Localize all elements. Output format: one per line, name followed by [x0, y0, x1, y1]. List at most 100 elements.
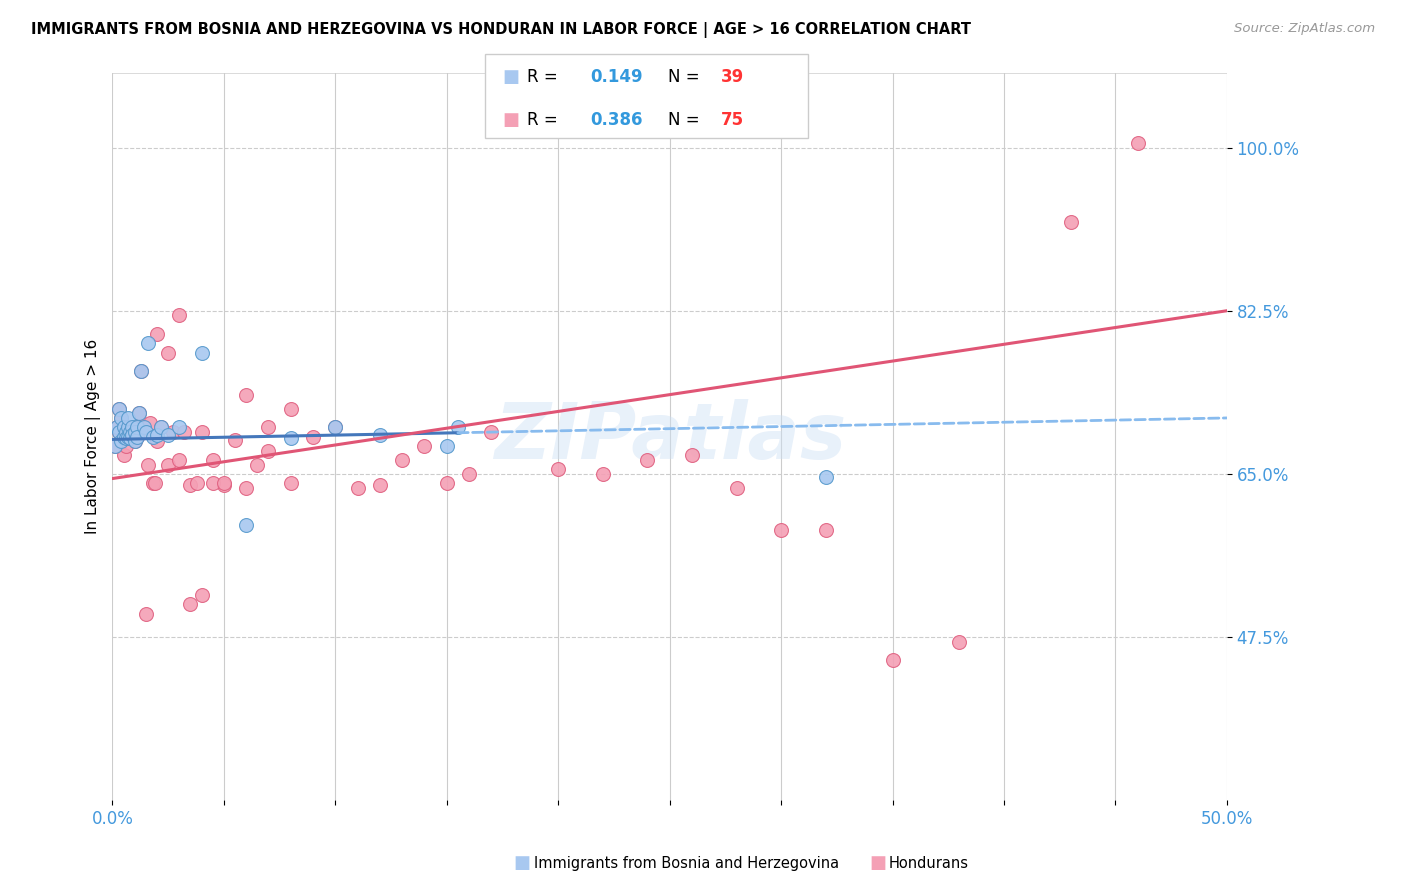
Point: [257, 420, 280, 434]
Text: Source: ZipAtlas.com: Source: ZipAtlas.com: [1234, 22, 1375, 36]
Point: [201, 476, 224, 491]
Point: [110, 411, 132, 425]
Point: [302, 429, 325, 443]
Point: [179, 598, 201, 612]
Point: [131, 364, 153, 378]
Text: R =: R =: [527, 69, 564, 87]
Point: [117, 420, 139, 434]
Point: [132, 420, 155, 434]
Text: 39: 39: [721, 69, 745, 87]
Point: [346, 481, 368, 495]
Point: [108, 401, 131, 416]
Point: [150, 420, 173, 434]
Point: [186, 476, 208, 491]
Point: [157, 458, 180, 472]
Text: Immigrants from Bosnia and Herzegovina: Immigrants from Bosnia and Herzegovina: [534, 856, 839, 871]
Point: [201, 453, 224, 467]
Point: [391, 453, 413, 467]
Point: [135, 607, 157, 621]
Point: [108, 425, 131, 439]
Point: [124, 425, 146, 439]
Point: [246, 458, 269, 472]
Point: [112, 448, 135, 462]
Point: [368, 427, 391, 442]
Point: [413, 439, 436, 453]
Point: [117, 420, 139, 434]
Point: [547, 462, 569, 476]
Point: [212, 476, 235, 491]
Point: [135, 425, 157, 439]
Point: [120, 425, 142, 439]
Point: [125, 420, 148, 434]
Point: [120, 425, 142, 439]
Point: [814, 523, 837, 537]
Point: [128, 406, 150, 420]
Text: IMMIGRANTS FROM BOSNIA AND HERZEGOVINA VS HONDURAN IN LABOR FORCE | AGE > 16 COR: IMMIGRANTS FROM BOSNIA AND HERZEGOVINA V…: [31, 22, 972, 38]
Point: [1060, 215, 1083, 229]
Point: [280, 476, 302, 491]
Point: [114, 439, 136, 453]
Text: 0.149: 0.149: [591, 69, 643, 87]
Point: [139, 416, 162, 430]
Point: [125, 429, 148, 443]
Point: [725, 481, 748, 495]
Point: [190, 425, 212, 439]
Point: [110, 411, 132, 425]
Point: [114, 432, 136, 446]
Point: [121, 420, 143, 434]
Point: [114, 425, 136, 439]
Text: 75: 75: [721, 111, 744, 128]
Point: [458, 467, 481, 481]
Point: [157, 427, 180, 442]
Point: [117, 429, 139, 443]
Point: [125, 420, 148, 434]
Point: [169, 453, 191, 467]
Point: [436, 439, 458, 453]
Text: ■: ■: [513, 855, 530, 872]
Point: [280, 401, 302, 416]
Point: [135, 425, 157, 439]
Point: [112, 420, 135, 434]
Point: [770, 523, 793, 537]
Point: [108, 401, 131, 416]
Point: [1126, 136, 1149, 150]
Point: [105, 420, 128, 434]
Point: [323, 420, 346, 434]
Text: ZIPatlas: ZIPatlas: [494, 399, 846, 475]
Point: [592, 467, 614, 481]
Point: [117, 411, 139, 425]
Text: N =: N =: [668, 111, 704, 128]
Point: [146, 326, 169, 341]
Point: [117, 429, 139, 443]
Point: [105, 420, 128, 434]
Point: [173, 425, 195, 439]
Point: [280, 432, 302, 446]
Point: [125, 429, 148, 443]
Point: [132, 420, 155, 434]
Point: [112, 429, 135, 443]
Text: ■: ■: [502, 69, 519, 87]
Point: [146, 434, 169, 449]
Point: [814, 469, 837, 483]
Y-axis label: In Labor Force | Age > 16: In Labor Force | Age > 16: [86, 339, 101, 534]
Point: [110, 434, 132, 449]
Point: [235, 518, 257, 533]
Text: Hondurans: Hondurans: [889, 856, 969, 871]
Point: [224, 434, 246, 448]
Text: N =: N =: [668, 69, 704, 87]
Point: [128, 406, 150, 420]
Point: [368, 478, 391, 492]
Point: [104, 439, 127, 453]
Point: [636, 453, 658, 467]
Point: [169, 309, 191, 323]
Point: [121, 420, 143, 434]
Text: R =: R =: [527, 111, 564, 128]
Point: [136, 458, 159, 472]
Point: [190, 588, 212, 602]
Point: [948, 634, 970, 648]
Point: [212, 478, 235, 492]
Point: [108, 425, 131, 439]
Point: [436, 476, 458, 491]
Point: [143, 476, 166, 491]
Point: [146, 427, 169, 442]
